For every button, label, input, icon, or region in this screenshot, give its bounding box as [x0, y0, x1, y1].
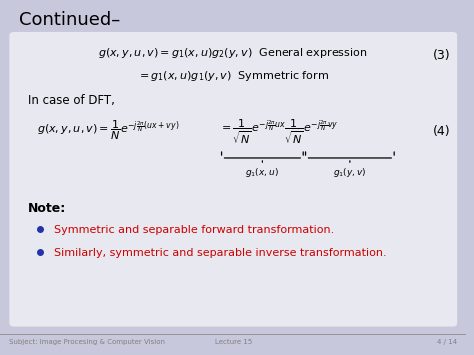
Text: In case of DFT,: In case of DFT,	[28, 94, 115, 107]
Text: Lecture 15: Lecture 15	[215, 339, 252, 345]
Text: Subject: Image Procesing & Computer Vision: Subject: Image Procesing & Computer Visi…	[9, 339, 165, 345]
Text: $g(x, y, u, v) = \dfrac{1}{N}e^{-j\frac{2\pi}{N}(ux+vy)}$: $g(x, y, u, v) = \dfrac{1}{N}e^{-j\frac{…	[37, 119, 180, 142]
Text: Similarly, symmetric and separable inverse transformation.: Similarly, symmetric and separable inver…	[54, 248, 386, 258]
FancyBboxPatch shape	[9, 32, 457, 327]
Text: Continued–: Continued–	[18, 11, 120, 29]
Text: $g_1(x,u)$: $g_1(x,u)$	[246, 166, 279, 179]
Text: $= \dfrac{1}{\sqrt{N}}e^{-j\frac{2\pi}{N}ux}\dfrac{1}{\sqrt{N}}e^{-j\frac{2\pi}{: $= \dfrac{1}{\sqrt{N}}e^{-j\frac{2\pi}{N…	[219, 118, 338, 146]
Text: 4 / 14: 4 / 14	[437, 339, 457, 345]
Text: $g_1(y,v)$: $g_1(y,v)$	[333, 166, 366, 179]
Text: Note:: Note:	[28, 202, 66, 215]
Text: $= g_1(x, u)g_1(y, v)$  Symmetric form: $= g_1(x, u)g_1(y, v)$ Symmetric form	[137, 69, 329, 83]
Text: $g(x, y, u, v) = g_1(x, u)g_2(y, v)$  General expression: $g(x, y, u, v) = g_1(x, u)g_2(y, v)$ Gen…	[99, 46, 368, 60]
Text: Symmetric and separable forward transformation.: Symmetric and separable forward transfor…	[54, 225, 334, 235]
Text: (3): (3)	[433, 49, 450, 61]
Text: (4): (4)	[433, 125, 450, 138]
